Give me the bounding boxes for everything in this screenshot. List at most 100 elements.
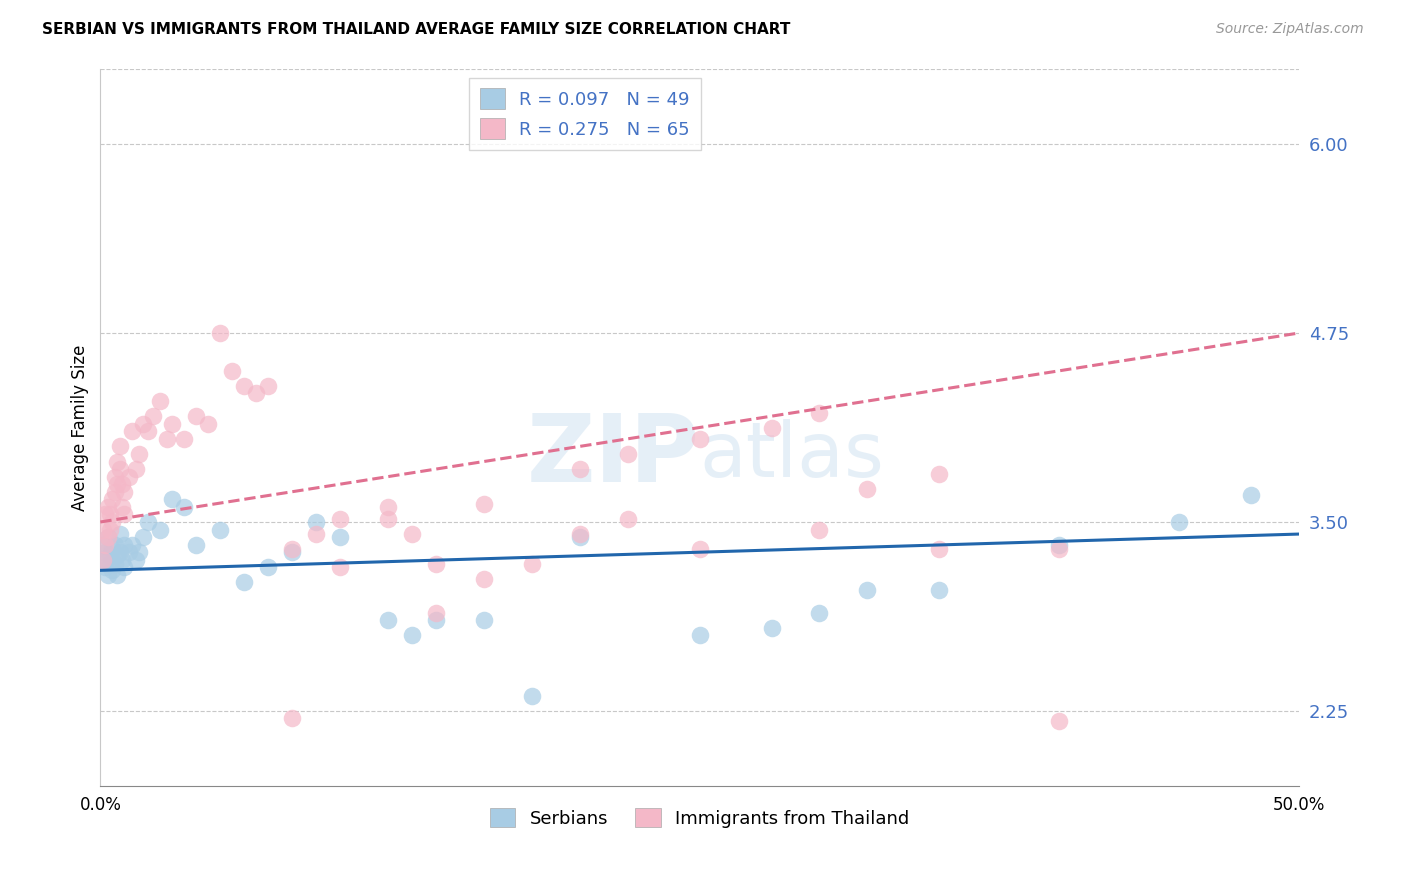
Point <box>808 606 831 620</box>
Point <box>111 500 134 514</box>
Point <box>1047 714 1070 729</box>
Point <box>101 563 124 577</box>
Point <box>104 484 127 499</box>
Point <box>98 508 121 522</box>
Point <box>233 379 256 393</box>
Point <box>329 530 352 544</box>
Point <box>329 512 352 526</box>
Point <box>94 545 117 559</box>
Point <box>96 567 118 582</box>
Point <box>808 523 831 537</box>
Point <box>101 492 124 507</box>
Point <box>689 432 711 446</box>
Text: SERBIAN VS IMMIGRANTS FROM THAILAND AVERAGE FAMILY SIZE CORRELATION CHART: SERBIAN VS IMMIGRANTS FROM THAILAND AVER… <box>42 22 790 37</box>
Point <box>104 469 127 483</box>
Text: atlas: atlas <box>700 419 884 493</box>
Point <box>281 545 304 559</box>
Point <box>96 530 118 544</box>
Point <box>472 613 495 627</box>
Point <box>132 530 155 544</box>
Point <box>108 545 131 559</box>
Point <box>96 530 118 544</box>
Point <box>377 512 399 526</box>
Point <box>105 548 128 562</box>
Point <box>94 538 117 552</box>
Point <box>520 558 543 572</box>
Text: ZIP: ZIP <box>527 410 700 502</box>
Point <box>162 417 184 431</box>
Point <box>112 508 135 522</box>
Point <box>149 394 172 409</box>
Point <box>616 447 638 461</box>
Point <box>108 527 131 541</box>
Point <box>142 409 165 424</box>
Point <box>156 432 179 446</box>
Point <box>98 548 121 562</box>
Point <box>568 527 591 541</box>
Point <box>616 512 638 526</box>
Point <box>121 424 143 438</box>
Point <box>98 558 121 572</box>
Point <box>928 467 950 481</box>
Point <box>856 582 879 597</box>
Point <box>128 447 150 461</box>
Point <box>245 386 267 401</box>
Point <box>425 606 447 620</box>
Point <box>689 628 711 642</box>
Point <box>105 567 128 582</box>
Point <box>108 462 131 476</box>
Point <box>94 508 117 522</box>
Point <box>111 477 134 491</box>
Y-axis label: Average Family Size: Average Family Size <box>72 344 89 511</box>
Point <box>105 477 128 491</box>
Point <box>401 527 423 541</box>
Point <box>233 575 256 590</box>
Point <box>568 530 591 544</box>
Point <box>520 689 543 703</box>
Point <box>112 538 135 552</box>
Legend: Serbians, Immigrants from Thailand: Serbians, Immigrants from Thailand <box>482 801 917 835</box>
Point <box>209 523 232 537</box>
Point <box>928 542 950 557</box>
Point <box>257 379 280 393</box>
Point <box>1047 542 1070 557</box>
Point <box>91 553 114 567</box>
Point <box>136 424 159 438</box>
Point <box>96 500 118 514</box>
Point <box>472 497 495 511</box>
Point <box>101 515 124 529</box>
Point <box>472 573 495 587</box>
Point <box>305 527 328 541</box>
Point <box>118 545 141 559</box>
Point <box>689 542 711 557</box>
Point <box>91 523 114 537</box>
Point <box>118 469 141 483</box>
Point <box>105 454 128 468</box>
Point <box>761 421 783 435</box>
Point <box>121 538 143 552</box>
Point <box>281 711 304 725</box>
Point <box>928 582 950 597</box>
Point <box>329 560 352 574</box>
Text: Source: ZipAtlas.com: Source: ZipAtlas.com <box>1216 22 1364 37</box>
Point <box>108 439 131 453</box>
Point <box>98 523 121 537</box>
Point <box>101 542 124 557</box>
Point <box>104 558 127 572</box>
Point <box>186 538 208 552</box>
Point <box>104 538 127 552</box>
Point <box>808 406 831 420</box>
Point <box>221 364 243 378</box>
Point <box>761 621 783 635</box>
Point <box>197 417 219 431</box>
Point <box>112 484 135 499</box>
Point <box>257 560 280 574</box>
Point <box>186 409 208 424</box>
Point <box>125 462 148 476</box>
Point <box>425 613 447 627</box>
Point <box>112 560 135 574</box>
Point <box>1168 515 1191 529</box>
Point <box>111 553 134 567</box>
Point <box>91 538 114 552</box>
Point <box>401 628 423 642</box>
